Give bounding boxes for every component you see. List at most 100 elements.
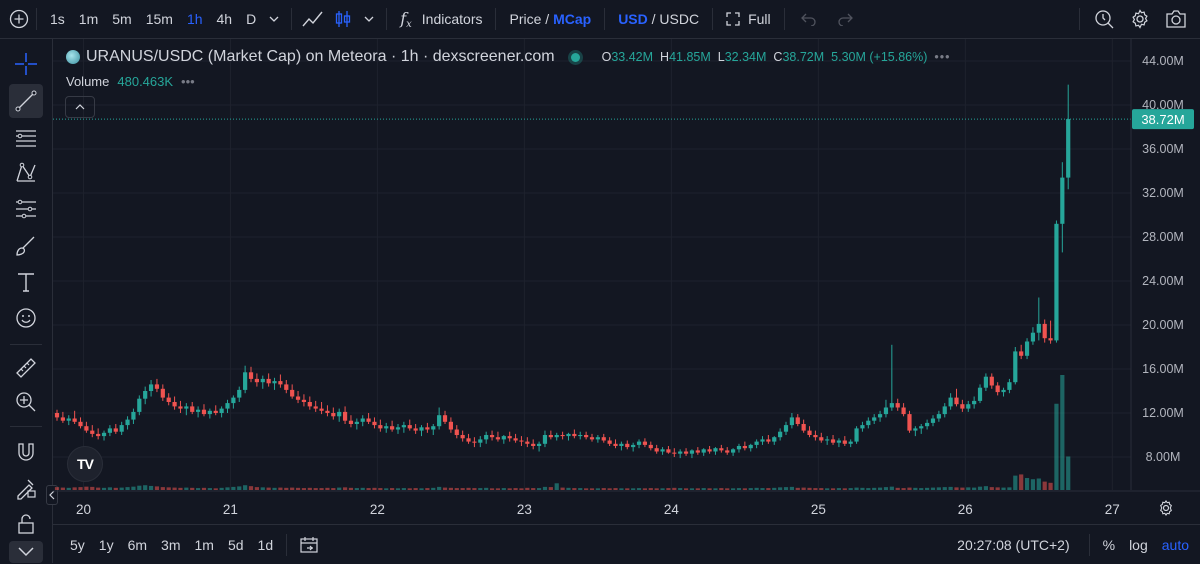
brush-icon[interactable] xyxy=(9,229,43,263)
range-5d[interactable]: 5d xyxy=(227,536,244,553)
separator xyxy=(386,8,388,30)
add-symbol-icon[interactable] xyxy=(8,8,30,30)
ruler-icon[interactable] xyxy=(9,351,43,385)
price-tick-label: 28.00M xyxy=(1142,230,1184,244)
volume-bar xyxy=(536,488,542,490)
volume-bar xyxy=(178,487,183,490)
interval-1m[interactable]: 1m xyxy=(78,11,99,27)
percent-scale-toggle[interactable]: % xyxy=(1102,536,1116,553)
interval-5m[interactable]: 5m xyxy=(112,11,132,27)
symbol-title[interactable]: URANUS/USDC (Market Cap) on Meteora · 1h… xyxy=(86,48,555,65)
candle-body xyxy=(390,426,395,430)
crosshair-icon[interactable] xyxy=(9,47,43,81)
interval-15m[interactable]: 15m xyxy=(145,11,173,27)
volume-bar xyxy=(842,488,847,490)
candle-body xyxy=(889,403,894,408)
volume-bar xyxy=(584,488,589,490)
more-options-icon[interactable]: ••• xyxy=(934,50,951,64)
fullscreen-button[interactable]: Full xyxy=(719,0,778,38)
candle-body xyxy=(772,437,777,442)
range-1d[interactable]: 1d xyxy=(257,536,274,553)
candle-body xyxy=(442,415,448,422)
collapse-legend-button[interactable] xyxy=(65,96,95,118)
fib-retracement-icon[interactable] xyxy=(9,192,43,226)
range-3m[interactable]: 3m xyxy=(161,536,181,553)
price-chart[interactable]: 38.72M 44.00M 40.00M 36.00M 32.00M 28.00M 24.… xyxy=(53,39,1200,523)
volume-bar xyxy=(384,488,389,490)
text-tool-icon[interactable] xyxy=(9,265,43,299)
volume-bar xyxy=(319,488,324,490)
volume-bar xyxy=(137,485,142,490)
candle-body xyxy=(925,422,930,427)
zoom-in-icon[interactable] xyxy=(9,385,43,419)
interval-d[interactable]: D xyxy=(246,11,257,27)
volume-bar xyxy=(378,488,383,490)
go-to-date-icon[interactable] xyxy=(293,534,325,556)
chevron-down-icon[interactable] xyxy=(9,541,43,563)
last-price-label: 38.72M xyxy=(1141,112,1184,127)
candle-body xyxy=(531,443,536,446)
candle-body xyxy=(589,437,595,440)
range-1m[interactable]: 1m xyxy=(194,536,214,553)
volume-bar xyxy=(143,485,148,490)
horizontal-lines-icon[interactable] xyxy=(9,121,43,155)
trend-line-icon[interactable] xyxy=(9,84,43,118)
volume-bar xyxy=(431,487,436,490)
candle-body xyxy=(84,426,89,431)
volume-bar xyxy=(243,485,248,490)
chevron-down-icon[interactable] xyxy=(263,8,285,30)
emoji-icon[interactable] xyxy=(9,301,43,335)
line-chart-icon[interactable] xyxy=(298,8,328,30)
range-5y[interactable]: 5y xyxy=(70,536,85,553)
volume-bar xyxy=(113,487,118,490)
volume-bar xyxy=(107,487,113,490)
volume-bar xyxy=(566,487,571,490)
candle-body xyxy=(636,441,642,445)
chevron-down-icon[interactable] xyxy=(358,8,380,30)
candle-body xyxy=(942,406,947,415)
lock-icon[interactable] xyxy=(9,507,43,541)
auto-scale-toggle[interactable]: auto xyxy=(1161,536,1189,553)
interval-4h[interactable]: 4h xyxy=(216,11,233,27)
volume-bar xyxy=(1066,456,1071,490)
volume-bar xyxy=(1048,482,1053,490)
pattern-tool-icon[interactable] xyxy=(9,156,43,190)
volume-bar xyxy=(754,487,759,490)
separator xyxy=(1079,8,1080,30)
quick-search-icon[interactable] xyxy=(1086,8,1122,30)
range-1y[interactable]: 1y xyxy=(98,536,114,553)
candle-body xyxy=(454,429,459,435)
candle-body xyxy=(736,446,742,450)
candlestick-chart-icon[interactable] xyxy=(328,8,358,30)
camera-icon[interactable] xyxy=(1158,8,1194,30)
volume-bar xyxy=(1030,479,1036,490)
scale-settings-icon[interactable] xyxy=(1156,498,1176,518)
more-options-icon[interactable]: ••• xyxy=(181,74,195,89)
magnet-icon[interactable] xyxy=(9,435,43,469)
volume-bar xyxy=(707,488,712,490)
candle-body xyxy=(801,424,806,431)
candle-body xyxy=(1007,382,1012,390)
last-price-line: 38.72M xyxy=(53,109,1194,130)
candle-body xyxy=(96,433,101,437)
indicators-button[interactable]: fx Indicators xyxy=(393,0,489,38)
redo-icon[interactable] xyxy=(827,8,863,30)
candle-body xyxy=(166,397,171,402)
volume-bar xyxy=(972,487,977,490)
range-6m[interactable]: 6m xyxy=(127,536,148,553)
settings-gear-icon[interactable] xyxy=(1122,8,1158,30)
candle-body xyxy=(466,438,471,442)
interval-1h[interactable]: 1h xyxy=(186,11,203,27)
lock-drawing-icon[interactable] xyxy=(9,471,43,505)
volume-bar xyxy=(419,488,424,490)
volume-bar xyxy=(237,486,242,490)
undo-icon[interactable] xyxy=(791,8,827,30)
log-scale-toggle[interactable]: log xyxy=(1129,536,1148,553)
price-mcap-toggle[interactable]: Price / MCap xyxy=(502,0,598,38)
clock-timezone[interactable]: 20:27:08 (UTC+2) xyxy=(957,536,1070,553)
interval-1s[interactable]: 1s xyxy=(50,11,65,27)
volume-bar xyxy=(390,488,395,490)
tradingview-logo[interactable]: TV xyxy=(67,446,103,482)
currency-toggle[interactable]: USD / USDC xyxy=(611,0,706,38)
volume-bar xyxy=(84,486,89,490)
